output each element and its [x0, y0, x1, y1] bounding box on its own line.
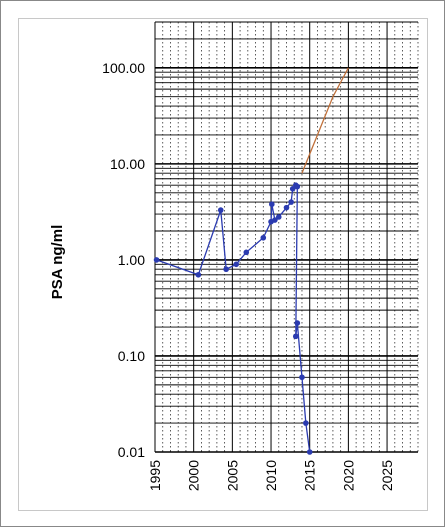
plot-area [155, 22, 418, 452]
data-point [153, 257, 160, 263]
data-point [303, 420, 309, 426]
x-tick-label: 2000 [186, 460, 202, 491]
y-tick-label: 0.10 [118, 348, 145, 364]
x-tick-label: 2025 [379, 460, 395, 491]
data-point [243, 249, 250, 256]
data-point [289, 186, 296, 192]
data-point [306, 449, 313, 455]
data-point [275, 214, 282, 220]
data-point [233, 261, 240, 268]
data-point [260, 234, 267, 241]
x-tick-label: 2020 [340, 460, 356, 491]
data-point [294, 183, 301, 190]
data-point [294, 320, 301, 326]
data-point [223, 266, 229, 273]
inner-border [18, 18, 428, 511]
x-tick-labels: 1995 2000 2005 2010 2015 2020 2025 [147, 460, 395, 491]
grid [154, 21, 419, 453]
data-point [269, 201, 275, 208]
x-tick-label: 2015 [302, 460, 318, 491]
y-tick-label: 100.00 [102, 60, 145, 76]
data-point [195, 271, 202, 278]
series-layer [153, 67, 349, 455]
y-tick-label: 0.01 [118, 444, 145, 460]
x-tick-label: 1995 [147, 460, 163, 491]
x-tick-label: 2010 [263, 460, 279, 491]
data-point [288, 199, 294, 205]
x-tick-label: 2005 [224, 460, 240, 491]
data-point [272, 217, 278, 223]
y-axis-label: PSA ng/ml [49, 225, 66, 299]
data-point [283, 204, 290, 211]
data-point [299, 374, 305, 381]
series-line-1 [301, 67, 349, 174]
y-tick-labels: 0.01 0.10 1.00 10.00 100.00 [102, 60, 145, 460]
data-point [292, 333, 299, 340]
y-tick-label: 1.00 [118, 252, 145, 268]
data-point [217, 207, 224, 213]
y-tick-label: 10.00 [110, 156, 145, 172]
